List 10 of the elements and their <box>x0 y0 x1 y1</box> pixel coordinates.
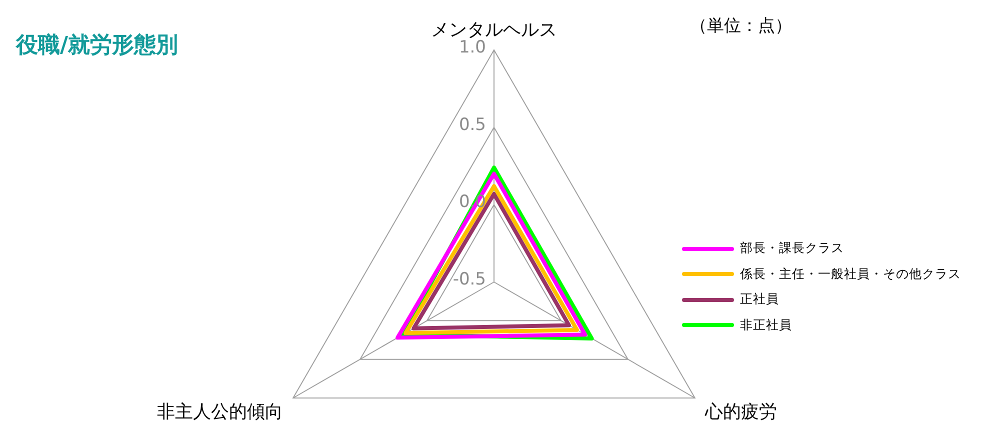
y-tick-label: 0.5 <box>458 114 486 135</box>
text: 役職/就労形態別 <box>16 32 178 60</box>
y-tick-label: -0.5 <box>452 269 486 290</box>
legend-label: 正社員 <box>740 291 779 308</box>
legend-label: 非正社員 <box>740 316 792 334</box>
spoke-label: 非主人公的傾向 <box>157 402 284 422</box>
legend-label: 部長・課長クラス <box>740 240 844 258</box>
spoke-label: 心的疲労 <box>704 402 777 422</box>
text: （単位：点） <box>690 15 792 37</box>
legend-label: 係長・主任・一般社員・その他クラス <box>740 266 961 283</box>
